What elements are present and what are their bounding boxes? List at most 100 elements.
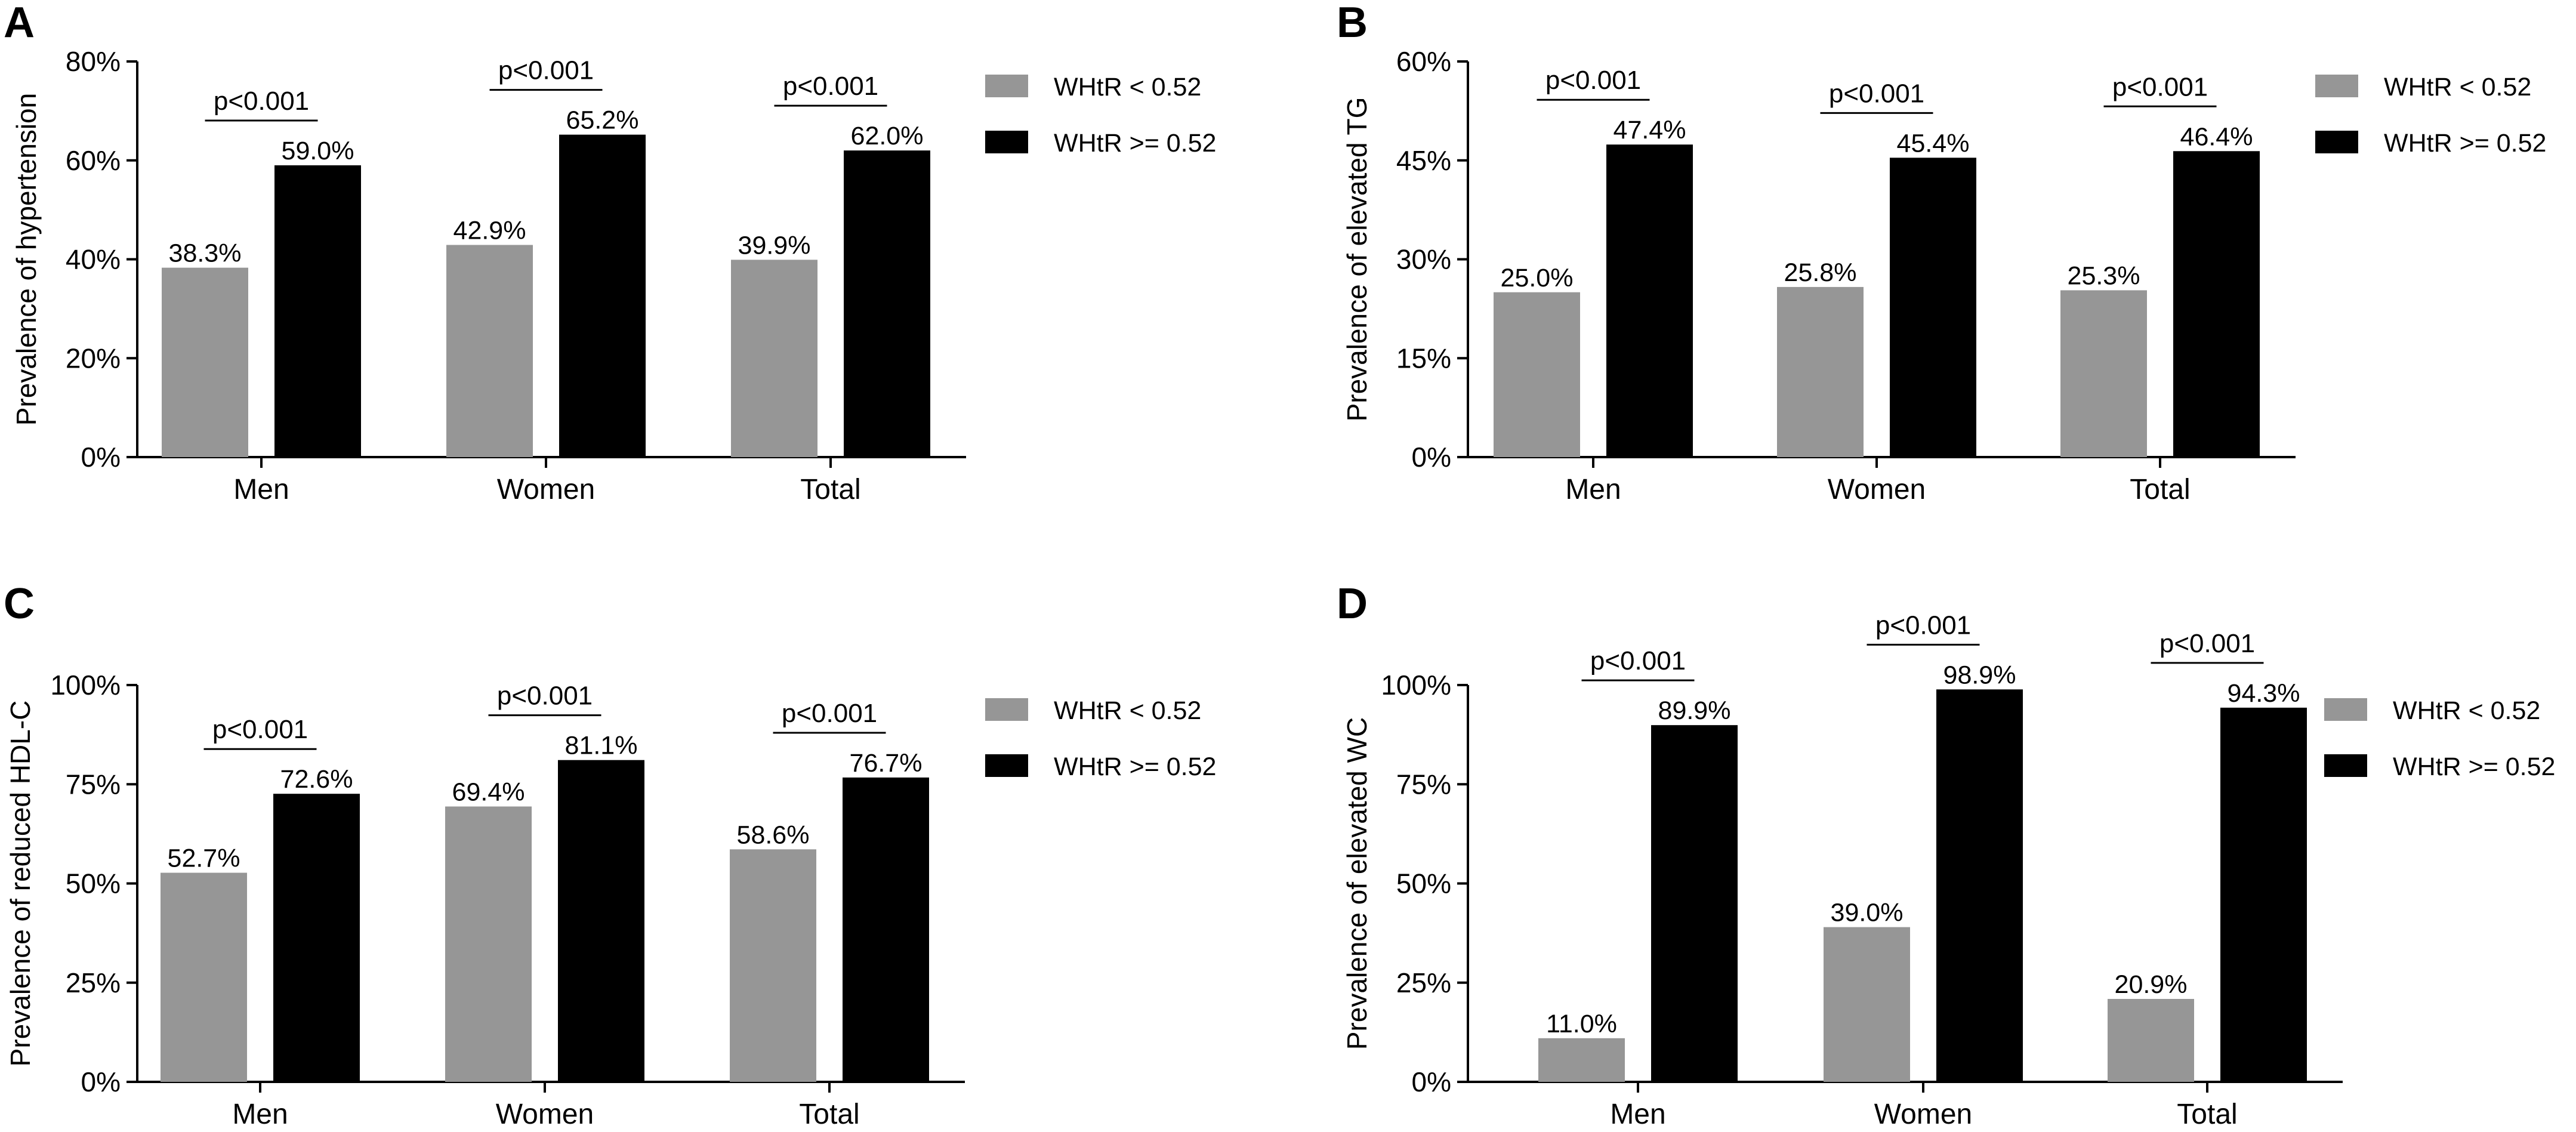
p-value-label: p<0.001 <box>2112 72 2208 101</box>
y-tick-label: 40% <box>66 244 121 275</box>
bar-high-men <box>273 794 360 1082</box>
y-tick-label: 0% <box>81 1066 121 1097</box>
y-tick-label: 20% <box>66 343 121 374</box>
x-tick-label: Men <box>1610 1099 1665 1130</box>
y-tick-label: 25% <box>1396 967 1451 998</box>
y-tick-label: 25% <box>66 967 121 998</box>
panel-c: C 0% 25% 50% 75% 100% Prevalence of reduced HD… <box>4 580 1216 1130</box>
p-value-label: p<0.001 <box>2159 629 2255 658</box>
p-value-label: p<0.001 <box>1875 610 1971 640</box>
data-label-high: 81.1% <box>565 732 638 760</box>
x-tick-label: Total <box>799 1099 859 1130</box>
data-label-high: 45.4% <box>1897 129 1970 158</box>
panel-letter: D <box>1337 580 1368 628</box>
y-tick-label: 0% <box>81 442 121 473</box>
legend-swatch <box>2324 698 2367 721</box>
data-label-high: 47.4% <box>1614 116 1686 144</box>
y-tick-label: 75% <box>66 769 121 800</box>
y-tick-label: 30% <box>1396 244 1451 275</box>
x-tick-label: Women <box>497 474 596 505</box>
panel-b: B 0% 15% 30% 45% 60% Prevalence of elevated TG… <box>1337 0 2546 505</box>
data-label-low: 39.9% <box>738 231 811 260</box>
legend-swatch <box>2315 75 2358 97</box>
y-axis-title: Prevalence of elevated WC <box>1341 717 1372 1050</box>
y-axis-title: Prevalence of elevated TG <box>1341 97 1372 422</box>
bar-high-women <box>558 760 644 1082</box>
bar-high-total <box>2173 151 2260 457</box>
bar-low-total <box>2108 999 2194 1082</box>
y-axis-title: Prevalence of hypertension <box>11 93 42 425</box>
y-tick-label: 0% <box>1412 442 1451 473</box>
legend-swatch <box>2324 754 2367 777</box>
p-value-label: p<0.001 <box>497 681 593 711</box>
panel-a: A 0% 20% 40% 60% 80% Prevalence of hypertensio… <box>4 0 1216 505</box>
data-label-high: 46.4% <box>2180 122 2253 151</box>
x-tick-label: Total <box>2130 474 2190 505</box>
y-tick-label: 60% <box>1396 46 1451 77</box>
legend-swatch <box>2315 131 2358 153</box>
legend-label: WHtR < 0.52 <box>1054 696 1201 725</box>
x-tick-label: Men <box>232 1099 288 1130</box>
x-tick-label: Men <box>233 474 289 505</box>
panel-letter: A <box>4 0 35 47</box>
p-value-label: p<0.001 <box>214 87 309 116</box>
y-tick-label: 75% <box>1396 769 1451 800</box>
p-value-label: p<0.001 <box>782 699 877 728</box>
x-tick-label: Women <box>1828 474 1926 505</box>
legend-swatch <box>985 698 1028 721</box>
bar-high-total <box>2220 707 2307 1082</box>
x-tick-label: Total <box>2177 1099 2237 1130</box>
panel-letter: B <box>1337 0 1368 47</box>
bar-high-total <box>843 777 929 1082</box>
x-tick-label: Women <box>496 1099 594 1130</box>
p-value-label: p<0.001 <box>1829 79 1924 108</box>
legend-swatch <box>985 754 1028 777</box>
data-label-high: 76.7% <box>850 749 923 778</box>
bar-high-women <box>1936 689 2023 1082</box>
y-tick-label: 50% <box>66 868 121 899</box>
x-tick-label: Total <box>800 474 860 505</box>
bar-high-total <box>844 150 930 458</box>
bar-low-women <box>445 806 532 1082</box>
bar-low-total <box>2060 290 2147 457</box>
p-value-label: p<0.001 <box>1545 66 1641 95</box>
legend-swatch <box>985 131 1028 153</box>
legend-swatch <box>985 75 1028 97</box>
bar-high-men <box>274 165 361 457</box>
bar-high-women <box>1890 158 1976 457</box>
bar-low-men <box>1538 1038 1625 1082</box>
bar-low-women <box>446 245 533 457</box>
bar-low-men <box>161 872 247 1082</box>
data-label-low: 52.7% <box>168 844 240 873</box>
data-label-high: 62.0% <box>851 122 924 150</box>
p-value-label: p<0.001 <box>1590 646 1686 676</box>
legend-label: WHtR < 0.52 <box>2384 73 2531 101</box>
panel-letter: C <box>4 580 35 628</box>
bar-high-men <box>1606 144 1693 458</box>
data-label-high: 59.0% <box>282 137 354 165</box>
bar-low-men <box>1494 292 1580 457</box>
y-tick-label: 60% <box>66 145 121 176</box>
data-label-low: 69.4% <box>452 778 525 806</box>
legend-label: WHtR >= 0.52 <box>1054 129 1216 158</box>
legend-label: WHtR < 0.52 <box>2393 696 2540 725</box>
y-tick-label: 0% <box>1412 1066 1451 1097</box>
bar-high-women <box>559 134 646 457</box>
data-label-low: 42.9% <box>454 216 526 245</box>
bar-low-men <box>162 267 248 457</box>
y-tick-label: 15% <box>1396 343 1451 374</box>
data-label-high: 65.2% <box>566 106 639 135</box>
data-label-low: 25.3% <box>2068 261 2140 290</box>
legend-label: WHtR >= 0.52 <box>2384 129 2546 158</box>
data-label-low: 39.0% <box>1831 899 1904 927</box>
bar-low-women <box>1824 927 1910 1082</box>
data-label-high: 94.3% <box>2228 679 2300 708</box>
legend-label: WHtR >= 0.52 <box>1054 752 1216 781</box>
p-value-label: p<0.001 <box>498 56 594 85</box>
p-value-label: p<0.001 <box>783 72 878 101</box>
y-tick-label: 50% <box>1396 868 1451 899</box>
y-tick-label: 100% <box>50 670 121 701</box>
y-tick-label: 45% <box>1396 145 1451 176</box>
data-label-low: 11.0% <box>1546 1010 1617 1038</box>
